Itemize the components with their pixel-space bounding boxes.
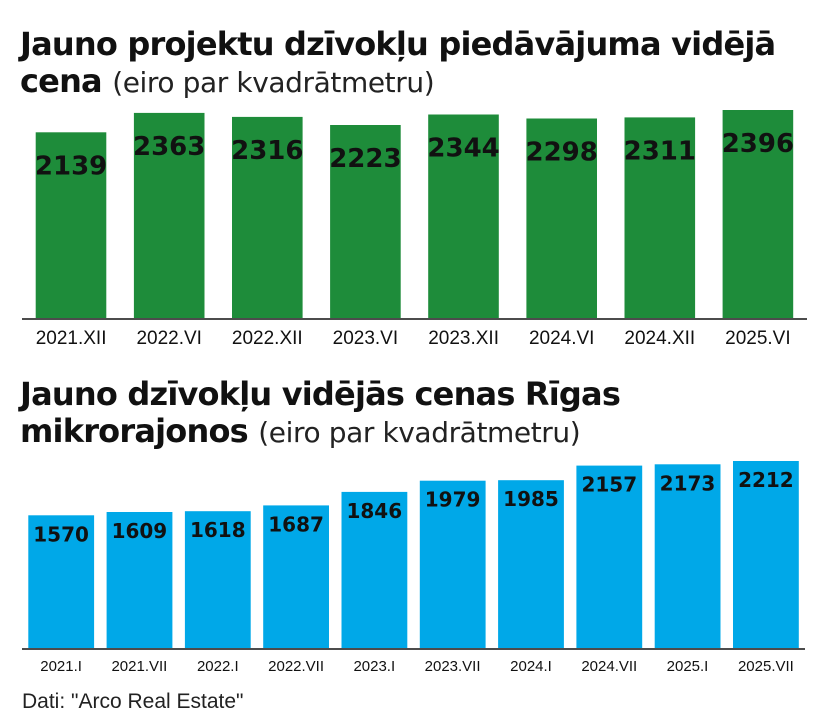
chart-1-bar: [35, 132, 107, 318]
chart-1-bar: [722, 110, 794, 318]
chart-1-category-label: 2024.XII: [624, 328, 695, 349]
chart-2-category-label: 2024.I: [510, 658, 552, 675]
chart-2-category-label: 2025.I: [667, 658, 709, 675]
chart-1-title: Jauno projektu dzīvokļu piedāvājuma vidē…: [20, 26, 820, 101]
chart-1-value-label: 2298: [526, 138, 598, 168]
chart-2-value-label: 1985: [503, 487, 559, 511]
chart-1-title-text: Jauno projektu dzīvokļu piedāvājuma vidē…: [20, 25, 776, 100]
chart-2-value-label: 1687: [268, 512, 324, 536]
chart-2-bar: [419, 480, 486, 648]
chart-2-category-label: 2024.VII: [581, 658, 637, 675]
chart-2-title: Jauno dzīvokļu vidējās cenas Rīgas mikro…: [20, 376, 820, 451]
chart-1-bar: [232, 116, 303, 319]
chart-1-bar: [428, 114, 499, 318]
chart-2-bar: [184, 511, 251, 648]
chart-2-value-label: 2157: [581, 473, 637, 497]
chart-1-bar: [330, 125, 401, 318]
chart-1-bar: [526, 118, 597, 318]
chart-1-value-label: 2223: [329, 144, 401, 174]
chart-1-value-label: 2311: [624, 136, 696, 166]
chart-2-value-label: 1609: [112, 519, 168, 543]
chart-2-category-label: 2022.I: [197, 658, 239, 675]
chart-1-category-label: 2022.XII: [232, 328, 303, 349]
chart-2-title-text: Jauno dzīvokļu vidējās cenas Rīgas mikro…: [20, 375, 621, 450]
chart-1-category-label: 2025.VI: [725, 328, 791, 349]
chart-1-value-label: 2139: [35, 151, 107, 181]
chart-2-category-label: 2023.I: [353, 658, 395, 675]
chart-2-value-label: 1570: [33, 522, 89, 546]
chart-2-category-label: 2023.VII: [425, 658, 481, 675]
chart-2-bar: [498, 480, 564, 648]
chart-1-apartment-offer-price: 2139 2021.XII 2363 2022.VI 2316 2022.XII 2223 2…: [22, 110, 807, 349]
chart-1-value-label: 2363: [133, 132, 205, 162]
chart-1-bar: [133, 112, 205, 319]
chart-2-value-label: 2173: [660, 471, 716, 495]
chart-2-subtitle: (eiro par kvadrātmetru): [258, 416, 581, 449]
chart-2-value-label: 1979: [425, 488, 481, 512]
chart-1-bar: [624, 117, 696, 319]
chart-1-category-label: 2023.VI: [333, 328, 399, 349]
chart-2-category-label: 2021.I: [40, 658, 82, 675]
chart-2-category-label: 2022.VII: [268, 658, 324, 675]
chart-2-category-label: 2025.VII: [738, 658, 794, 675]
chart-2-bar: [263, 505, 329, 648]
chart-1-value-label: 2316: [231, 136, 303, 166]
chart-2-bar: [576, 465, 643, 648]
chart-1-subtitle: (eiro par kvadrātmetru): [112, 66, 435, 99]
chart-1-value-label: 2396: [722, 129, 794, 159]
chart-2-bar: [733, 461, 799, 648]
chart-2-bar: [28, 515, 95, 648]
chart-2-value-label: 1618: [190, 518, 246, 542]
chart-2-value-label: 2212: [738, 468, 794, 492]
chart-2-bar: [341, 491, 408, 648]
data-source: Dati: "Arco Real Estate": [22, 690, 244, 713]
chart-2-bar: [106, 512, 173, 648]
chart-1-category-label: 2021.XII: [36, 328, 107, 349]
chart-1-category-label: 2022.VI: [136, 328, 202, 349]
chart-1-category-label: 2023.XII: [428, 328, 499, 349]
chart-1-category-label: 2024.VI: [529, 328, 595, 349]
chart-2-category-label: 2021.VII: [111, 658, 167, 675]
chart-1-value-label: 2344: [427, 134, 499, 164]
chart-2-riga-district-prices: 1570 2021.I 1609 2021.VII 1618 2022.I 1687 2022…: [22, 461, 805, 675]
chart-2-bar: [654, 464, 721, 648]
chart-2-value-label: 1846: [346, 499, 402, 523]
